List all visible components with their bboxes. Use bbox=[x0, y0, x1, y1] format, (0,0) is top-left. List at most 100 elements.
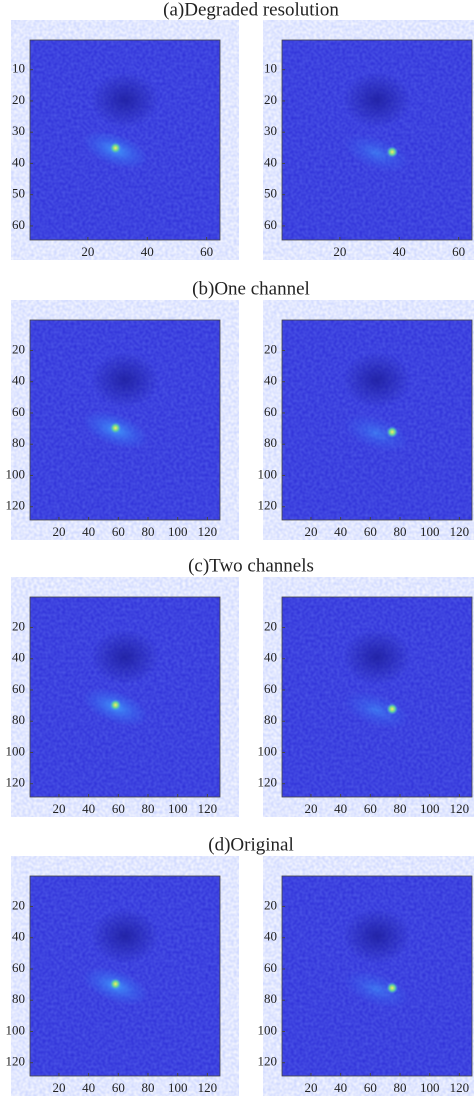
x-tick-label: 60 bbox=[364, 524, 377, 539]
y-tick-label: 20 bbox=[12, 897, 25, 912]
image-target bbox=[343, 414, 410, 453]
image-hotspot bbox=[386, 426, 399, 438]
x-tick-label: 80 bbox=[142, 801, 155, 816]
y-tick-label: 40 bbox=[264, 929, 277, 944]
y-tick-label: 60 bbox=[12, 404, 25, 419]
y-tick-label: 40 bbox=[264, 154, 277, 169]
y-tick-label: 80 bbox=[264, 435, 277, 450]
image-shadow bbox=[90, 629, 160, 685]
x-tick-label: 20 bbox=[52, 524, 65, 539]
y-tick-label: 40 bbox=[12, 650, 25, 665]
y-tick-label: 50 bbox=[264, 186, 277, 201]
image-frame bbox=[281, 875, 473, 1077]
x-tick-label: 60 bbox=[364, 801, 377, 816]
y-tick-label: 120 bbox=[258, 1054, 278, 1069]
x-tick-label: 60 bbox=[200, 244, 213, 259]
x-tick-label: 60 bbox=[112, 524, 125, 539]
y-tick-label: 20 bbox=[12, 92, 25, 107]
x-tick-label: 20 bbox=[304, 1080, 317, 1095]
y-tick-label: 20 bbox=[12, 618, 25, 633]
y-tick-label: 60 bbox=[12, 217, 25, 232]
section-title: (b)One channel bbox=[192, 278, 310, 299]
x-tick-label: 40 bbox=[334, 801, 347, 816]
y-tick-label: 40 bbox=[12, 373, 25, 388]
y-tick-label: 100 bbox=[6, 466, 26, 481]
image-shadow bbox=[342, 908, 412, 964]
image-frame bbox=[281, 596, 473, 798]
image-hotspot bbox=[386, 146, 399, 158]
image-frame bbox=[29, 875, 221, 1077]
x-tick-label: 100 bbox=[168, 1080, 188, 1095]
y-tick-label: 20 bbox=[12, 341, 25, 356]
image-frame bbox=[29, 319, 221, 521]
x-tick-label: 80 bbox=[142, 1080, 155, 1095]
image-shadow bbox=[90, 908, 160, 964]
x-tick-label: 40 bbox=[334, 1080, 347, 1095]
x-tick-label: 40 bbox=[82, 801, 95, 816]
x-tick-label: 40 bbox=[393, 244, 406, 259]
y-tick-label: 60 bbox=[12, 681, 25, 696]
image-shadow bbox=[90, 352, 160, 408]
y-tick-label: 20 bbox=[264, 897, 277, 912]
x-tick-label: 20 bbox=[333, 244, 346, 259]
x-tick-label: 20 bbox=[81, 244, 94, 259]
y-tick-label: 80 bbox=[264, 991, 277, 1006]
section-title: (a)Degraded resolution bbox=[163, 0, 339, 20]
y-tick-label: 120 bbox=[6, 498, 26, 513]
x-tick-label: 40 bbox=[141, 244, 154, 259]
y-tick-label: 10 bbox=[12, 61, 25, 76]
x-tick-label: 100 bbox=[420, 801, 440, 816]
image-hotspot bbox=[386, 703, 399, 715]
x-tick-label: 120 bbox=[450, 524, 470, 539]
y-tick-label: 30 bbox=[264, 123, 277, 138]
y-tick-label: 80 bbox=[12, 435, 25, 450]
y-tick-label: 60 bbox=[264, 960, 277, 975]
y-tick-label: 60 bbox=[264, 404, 277, 419]
image-shadow bbox=[90, 72, 160, 128]
y-tick-label: 80 bbox=[264, 712, 277, 727]
x-tick-label: 40 bbox=[334, 524, 347, 539]
x-tick-label: 60 bbox=[364, 1080, 377, 1095]
image-hotspot bbox=[386, 982, 399, 994]
y-tick-label: 40 bbox=[264, 650, 277, 665]
y-tick-label: 20 bbox=[264, 92, 277, 107]
image-hotspot bbox=[109, 422, 122, 434]
image-target bbox=[343, 691, 410, 730]
y-tick-label: 10 bbox=[264, 61, 277, 76]
image-shadow bbox=[342, 352, 412, 408]
image-target bbox=[343, 134, 410, 173]
y-tick-label: 60 bbox=[264, 217, 277, 232]
x-tick-label: 120 bbox=[450, 801, 470, 816]
y-tick-label: 40 bbox=[12, 154, 25, 169]
x-tick-label: 60 bbox=[112, 1080, 125, 1095]
y-tick-label: 100 bbox=[258, 466, 278, 481]
x-tick-label: 20 bbox=[304, 524, 317, 539]
y-tick-label: 120 bbox=[258, 775, 278, 790]
x-tick-label: 20 bbox=[52, 1080, 65, 1095]
y-tick-label: 20 bbox=[264, 618, 277, 633]
x-tick-label: 120 bbox=[450, 1080, 470, 1095]
x-tick-label: 120 bbox=[198, 1080, 218, 1095]
y-tick-label: 40 bbox=[264, 373, 277, 388]
x-tick-label: 100 bbox=[168, 801, 188, 816]
y-tick-label: 60 bbox=[12, 960, 25, 975]
x-tick-label: 20 bbox=[304, 801, 317, 816]
y-tick-label: 100 bbox=[258, 1022, 278, 1037]
image-shadow bbox=[342, 629, 412, 685]
image-hotspot bbox=[109, 699, 122, 711]
y-tick-label: 120 bbox=[6, 775, 26, 790]
x-tick-label: 40 bbox=[82, 1080, 95, 1095]
y-tick-label: 80 bbox=[12, 991, 25, 1006]
x-tick-label: 60 bbox=[112, 801, 125, 816]
image-frame bbox=[281, 39, 473, 241]
y-tick-label: 80 bbox=[12, 712, 25, 727]
image-target bbox=[343, 970, 410, 1009]
image-shadow bbox=[342, 72, 412, 128]
y-tick-label: 40 bbox=[12, 929, 25, 944]
image-hotspot bbox=[109, 142, 122, 154]
y-tick-label: 30 bbox=[12, 123, 25, 138]
y-tick-label: 100 bbox=[6, 1022, 26, 1037]
section-title: (d)Original bbox=[208, 834, 293, 855]
